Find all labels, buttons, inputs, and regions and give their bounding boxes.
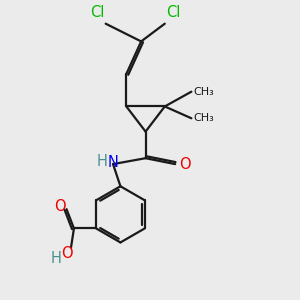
Text: Cl: Cl [166,5,181,20]
Text: H: H [96,154,107,169]
Text: O: O [54,199,66,214]
Text: N: N [108,155,118,170]
Text: CH₃: CH₃ [194,87,214,97]
Text: Cl: Cl [90,5,104,20]
Text: O: O [61,246,72,261]
Text: CH₃: CH₃ [194,113,214,123]
Text: O: O [179,157,190,172]
Text: H: H [51,251,62,266]
